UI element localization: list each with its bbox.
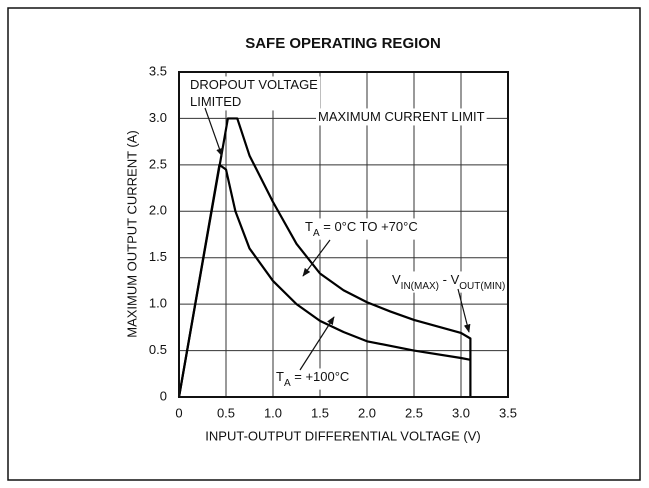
x-tick-label: 1.0 [264,405,282,420]
x-tick-label: 0 [175,405,182,420]
annotation-bg [274,368,352,390]
annotation-arrow [302,239,331,277]
annotation: VIN(MAX) - VOUT(MIN) [390,271,508,293]
y-tick-label: 3.5 [149,63,167,78]
annotation-part: MAXIMUM CURRENT LIMIT [318,109,485,124]
annotation-part: DROPOUT VOLTAGE [190,77,318,92]
annotation: TA = +100°C [274,368,352,390]
frame [7,7,641,481]
annotation-bg [390,271,508,293]
annotation-part: - V [439,272,460,287]
series-line [177,117,472,398]
x-axis-label: INPUT-OUTPUT DIFFERENTIAL VOLTAGE (V) [205,428,480,443]
annotation: DROPOUT VOLTAGE LIMITED [188,76,321,111]
x-tick-label: 0.5 [217,405,235,420]
y-tick-label: 2.0 [149,203,167,218]
x-tick-label: 2.5 [405,405,423,420]
x-tick-label: 1.5 [311,405,329,420]
y-tick-label: 3.0 [149,110,167,125]
annotation-part: A [284,378,291,389]
annotation-part: = 0°C TO +70°C [320,219,418,234]
annotation-text: MAXIMUM CURRENT LIMIT [318,109,485,124]
annotation-part: = +100°C [291,369,350,384]
series-line [177,163,471,398]
annotation-part: LIMITED [190,94,241,109]
plot-frame [178,71,509,398]
annotation: TA = 0°C TO +70°C [303,218,420,240]
annotation-text: TA = +100°C [276,369,349,388]
annotation-part: T [276,369,284,384]
annotation-bg [316,108,487,126]
annotation-bg [303,218,420,240]
x-tick-label: 3.5 [499,405,517,420]
annotation-text: DROPOUT VOLTAGE LIMITED [190,77,318,109]
annotation-text: TA = 0°C TO +70°C [305,219,418,238]
y-axis-label: MAXIMUM OUTPUT CURRENT (A) [124,130,139,338]
annotation-part: A [313,228,320,239]
y-tick-label: 1.0 [149,296,167,311]
y-tick-label: 0 [160,388,167,403]
y-tick-label: 2.5 [149,156,167,171]
y-tick-label: 1.5 [149,249,167,264]
annotation-part: OUT(MIN) [459,281,505,292]
annotation-arrow [204,107,223,157]
x-tick-label: 3.0 [452,405,470,420]
annotation: MAXIMUM CURRENT LIMIT [316,108,487,126]
annotation-part: V [392,272,401,287]
annotation-text: VIN(MAX) - VOUT(MIN) [392,272,505,291]
x-tick-label: 2.0 [358,405,376,420]
annotation-arrow [457,288,471,333]
chart-title: SAFE OPERATING REGION [245,35,441,52]
annotation-arrow [299,316,335,371]
y-tick-label: 0.5 [149,342,167,357]
annotation-part: T [305,219,313,234]
annotation-part: IN(MAX) [401,281,439,292]
annotation-bg [188,76,321,111]
